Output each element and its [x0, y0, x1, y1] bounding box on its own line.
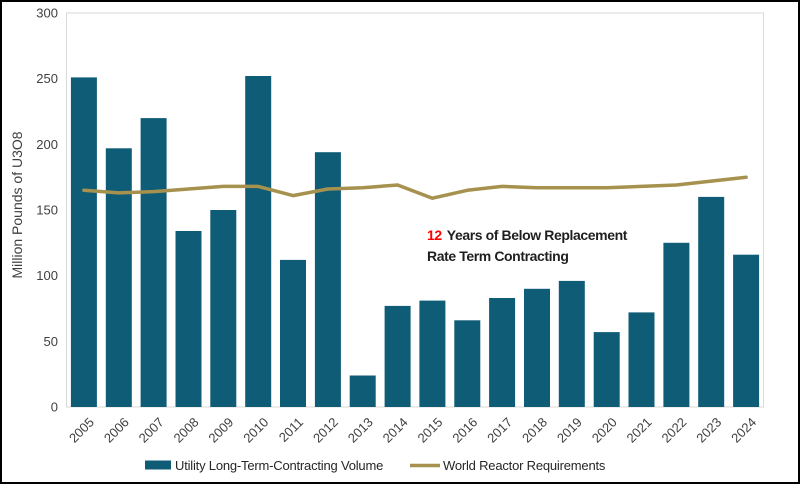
bar-2011	[280, 259, 306, 407]
bar-2023	[698, 196, 725, 407]
bar-2019	[558, 280, 585, 407]
x-tick-label-2012: 2012	[310, 415, 341, 446]
bar-2014	[384, 305, 411, 407]
x-tick-label-2017: 2017	[484, 415, 515, 446]
x-tick-label-2023: 2023	[693, 415, 724, 446]
x-tick-label-2019: 2019	[554, 415, 585, 446]
x-tick-label-2010: 2010	[240, 415, 271, 446]
bar-2009	[210, 210, 237, 407]
bar-2007	[140, 118, 167, 407]
y-tick-label-200: 200	[36, 137, 58, 152]
legend-line-label: World Reactor Requirements	[443, 458, 606, 473]
bar-2016	[454, 320, 481, 407]
bar-2022	[663, 242, 690, 407]
x-tick-label-2008: 2008	[171, 415, 202, 446]
x-tick-label-2021: 2021	[624, 415, 655, 446]
x-tick-label-2020: 2020	[589, 415, 620, 446]
legend: Utility Long-Term-Contracting Volume Wor…	[145, 458, 606, 473]
bar-2018	[524, 288, 550, 407]
annotation: 12 Years of Below Replacement Rate Term C…	[427, 227, 628, 264]
x-tick-label-2022: 2022	[658, 415, 689, 446]
x-tick-label-2013: 2013	[345, 415, 376, 446]
annotation-line1: 12 Years of Below Replacement	[427, 227, 628, 243]
bar-2005	[70, 77, 97, 408]
annotation-line2: Rate Term Contracting	[427, 248, 568, 264]
y-axis-title: Million Pounds of U3O8	[9, 131, 25, 278]
requirements-line	[82, 175, 748, 200]
annotation-highlight: 12	[427, 227, 442, 243]
plot-border	[66, 12, 764, 408]
x-tick-label-2011: 2011	[276, 415, 306, 445]
bar-2021	[628, 312, 655, 407]
x-tick-label-2015: 2015	[414, 415, 445, 446]
x-tick-label-2006: 2006	[101, 415, 132, 446]
bar-2015	[419, 300, 446, 407]
x-tick-label-2009: 2009	[205, 415, 236, 446]
bar-2024	[733, 254, 760, 407]
y-tick-label-150: 150	[36, 203, 58, 218]
x-tick-label-2016: 2016	[449, 415, 480, 446]
x-tick-label-2018: 2018	[519, 415, 550, 446]
x-tick-label-2005: 2005	[66, 415, 97, 446]
legend-bar-label: Utility Long-Term-Contracting Volume	[175, 458, 383, 473]
annotation-line1-text: Years of Below Replacement	[447, 227, 628, 243]
bar-2013	[349, 375, 376, 407]
y-tick-label-300: 300	[36, 6, 58, 21]
bar-2008	[175, 231, 202, 407]
y-tick-label-0: 0	[51, 400, 58, 415]
y-tick-label-100: 100	[36, 268, 58, 283]
y-tick-label-250: 250	[36, 71, 58, 86]
bar-2012	[314, 152, 341, 407]
x-tick-label-2007: 2007	[136, 415, 167, 446]
x-tick-label-2024: 2024	[728, 415, 759, 446]
bar-2006	[105, 148, 132, 408]
legend-bar-swatch	[145, 460, 171, 470]
bar-2010	[245, 76, 272, 407]
bar-2020	[593, 332, 620, 407]
x-tick-label-2014: 2014	[380, 415, 411, 446]
bar-2017	[489, 298, 516, 407]
y-tick-label-50: 50	[44, 334, 58, 349]
